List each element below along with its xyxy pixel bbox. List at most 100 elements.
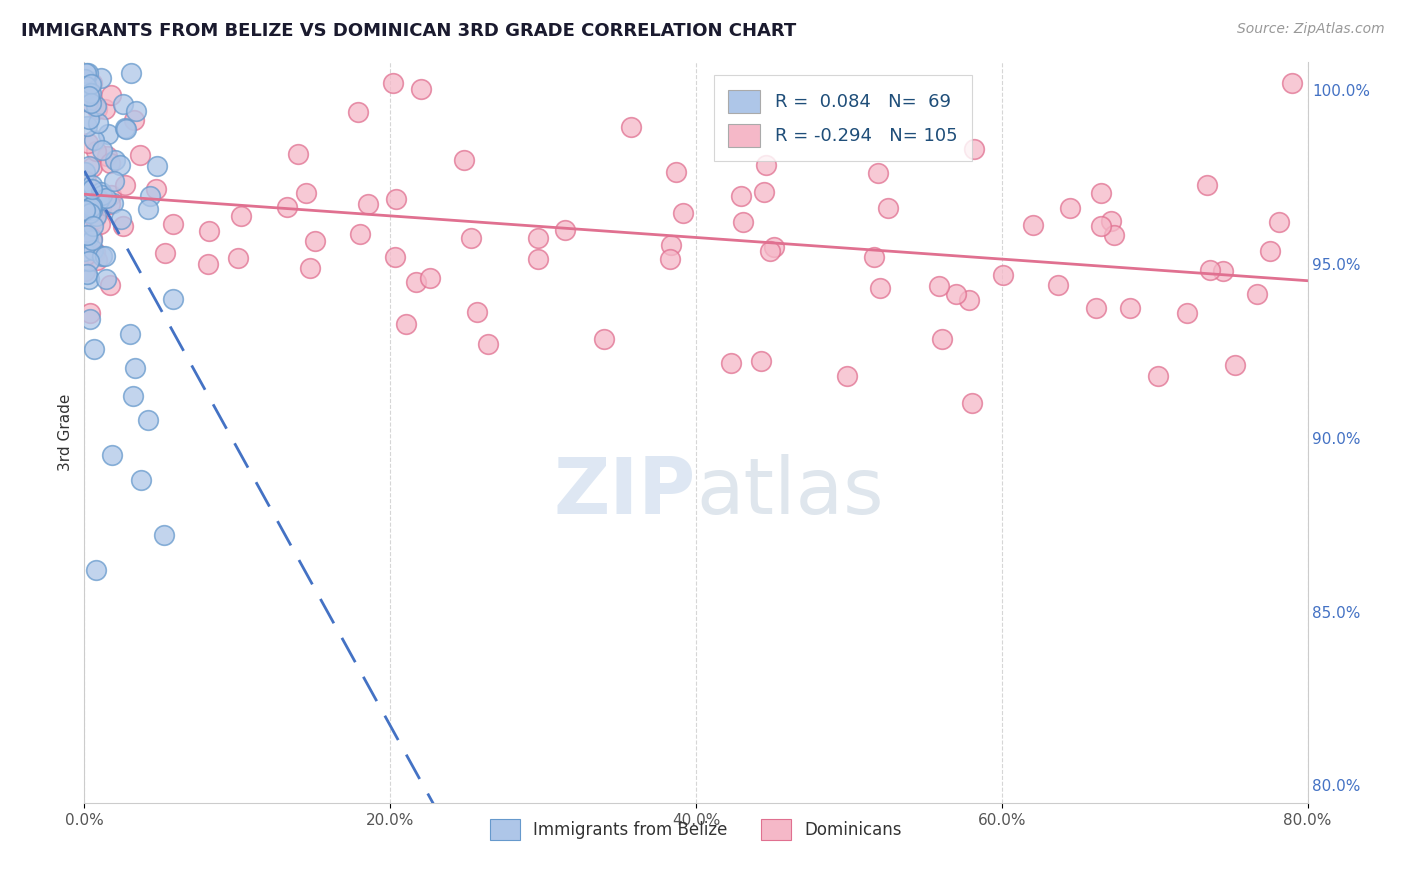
Point — [136, 202, 159, 217]
Point — [1102, 228, 1125, 243]
Point — [963, 142, 986, 156]
Point — [82, 231, 104, 245]
Point — [75, 76, 97, 90]
Legend: Immigrants from Belize, Dominicans: Immigrants from Belize, Dominicans — [484, 813, 908, 847]
Point — [90, 202, 112, 216]
Point — [94, 191, 117, 205]
Text: IMMIGRANTS FROM BELIZE VS DOMINICAN 3RD GRADE CORRELATION CHART: IMMIGRANTS FROM BELIZE VS DOMINICAN 3RD … — [21, 22, 796, 40]
Point — [86, 252, 108, 267]
Point — [868, 166, 890, 180]
Point — [80, 161, 103, 175]
Point — [1147, 368, 1170, 383]
Point — [294, 186, 316, 200]
Point — [1258, 244, 1281, 259]
Point — [80, 199, 103, 213]
Point — [103, 174, 125, 188]
Point — [86, 102, 108, 116]
Point — [1223, 359, 1246, 373]
Point — [869, 280, 891, 294]
Point — [384, 193, 406, 207]
Point — [108, 158, 131, 172]
Point — [276, 200, 298, 214]
Point — [863, 250, 886, 264]
Point — [89, 193, 111, 207]
Text: atlas: atlas — [696, 454, 883, 530]
Point — [73, 244, 96, 258]
Point — [1281, 76, 1303, 90]
Point — [659, 238, 682, 252]
Point — [97, 128, 120, 142]
Text: ZIP: ZIP — [554, 454, 696, 530]
Point — [527, 252, 550, 266]
Point — [73, 263, 96, 277]
Point — [90, 71, 112, 86]
Point — [73, 211, 96, 225]
Point — [80, 182, 103, 196]
Point — [162, 292, 184, 306]
Point — [304, 234, 326, 248]
Point — [125, 104, 148, 119]
Point — [122, 113, 145, 128]
Point — [100, 88, 122, 103]
Point — [120, 326, 142, 341]
Point — [83, 245, 105, 260]
Point — [136, 413, 159, 427]
Point — [114, 178, 136, 192]
Point — [80, 96, 103, 111]
Point — [76, 228, 98, 243]
Point — [620, 120, 643, 135]
Point — [77, 66, 100, 80]
Point — [100, 188, 122, 202]
Point — [89, 185, 111, 199]
Point — [96, 272, 118, 286]
Point — [730, 188, 752, 202]
Point — [762, 240, 785, 254]
Point — [77, 95, 100, 110]
Point — [94, 102, 117, 116]
Point — [104, 153, 127, 167]
Point — [114, 121, 136, 136]
Point — [73, 72, 96, 87]
Point — [111, 219, 134, 233]
Point — [384, 251, 406, 265]
Point — [98, 277, 121, 292]
Point — [75, 73, 97, 87]
Point — [928, 278, 950, 293]
Point — [76, 268, 98, 282]
Point — [101, 448, 124, 462]
Point — [129, 147, 152, 161]
Point — [73, 183, 96, 197]
Point — [1046, 278, 1069, 293]
Point — [84, 563, 107, 577]
Point — [77, 136, 100, 150]
Point — [1199, 263, 1222, 277]
Point — [73, 202, 96, 217]
Point — [1175, 306, 1198, 320]
Point — [145, 181, 167, 195]
Point — [672, 206, 695, 220]
Point — [79, 200, 101, 214]
Point — [835, 368, 858, 383]
Point — [124, 361, 146, 376]
Point — [957, 293, 980, 308]
Y-axis label: 3rd Grade: 3rd Grade — [58, 394, 73, 471]
Point — [84, 145, 107, 159]
Point — [91, 143, 114, 157]
Point — [110, 212, 132, 227]
Point — [1099, 214, 1122, 228]
Point — [94, 249, 117, 263]
Point — [554, 223, 576, 237]
Point — [75, 174, 97, 188]
Point — [75, 81, 97, 95]
Point — [77, 88, 100, 103]
Point — [1084, 301, 1107, 315]
Point — [460, 230, 482, 244]
Point — [84, 209, 107, 223]
Point — [381, 76, 404, 90]
Point — [1212, 264, 1234, 278]
Point — [89, 217, 111, 231]
Point — [122, 389, 145, 403]
Point — [759, 244, 782, 258]
Point — [1119, 301, 1142, 316]
Point — [76, 119, 98, 133]
